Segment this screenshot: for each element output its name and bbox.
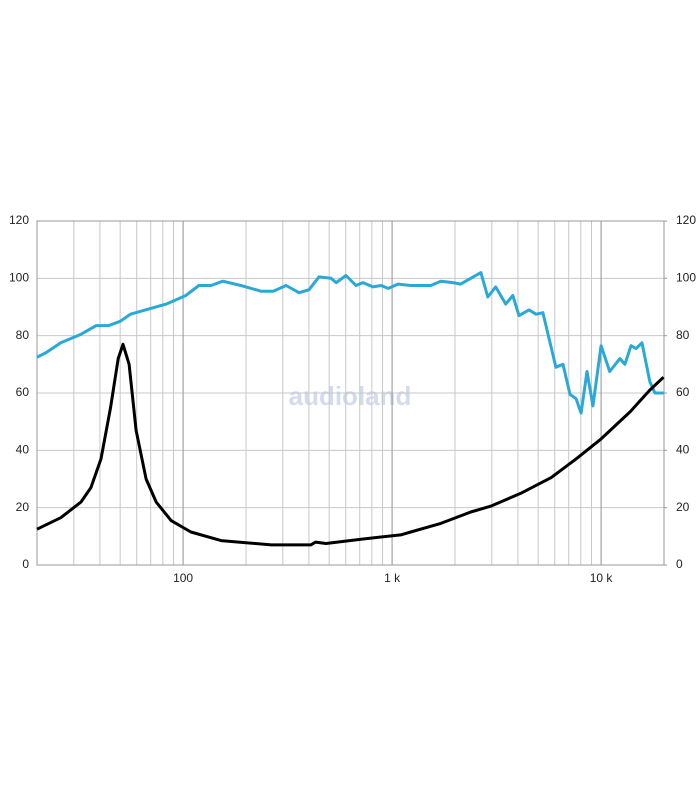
y-tick-label: 40 [16, 443, 30, 457]
y2-tick-label: 40 [676, 443, 690, 457]
series-line [36, 271, 664, 415]
y-tick-label: 100 [9, 271, 29, 285]
y-tick-label: 0 [22, 557, 29, 571]
y2-tick-label: 80 [676, 328, 690, 342]
y2-tick-label: 20 [676, 500, 690, 514]
y-tick-label: 120 [9, 213, 29, 227]
x-tick-label: 1 k [384, 571, 401, 585]
series-line [36, 342, 665, 547]
y2-tick-label: 0 [676, 557, 683, 571]
y-tick-label: 20 [16, 500, 30, 514]
y-tick-label: 80 [16, 328, 30, 342]
watermark: audioland [289, 381, 412, 411]
x-tick-label: 100 [173, 571, 193, 585]
y2-tick-label: 100 [676, 271, 696, 285]
x-tick-label: 10 k [590, 571, 614, 585]
plot-frame [36, 220, 665, 566]
y2-tick-label: 120 [676, 213, 696, 227]
y-tick-label: 60 [16, 385, 30, 399]
y2-tick-label: 60 [676, 385, 690, 399]
